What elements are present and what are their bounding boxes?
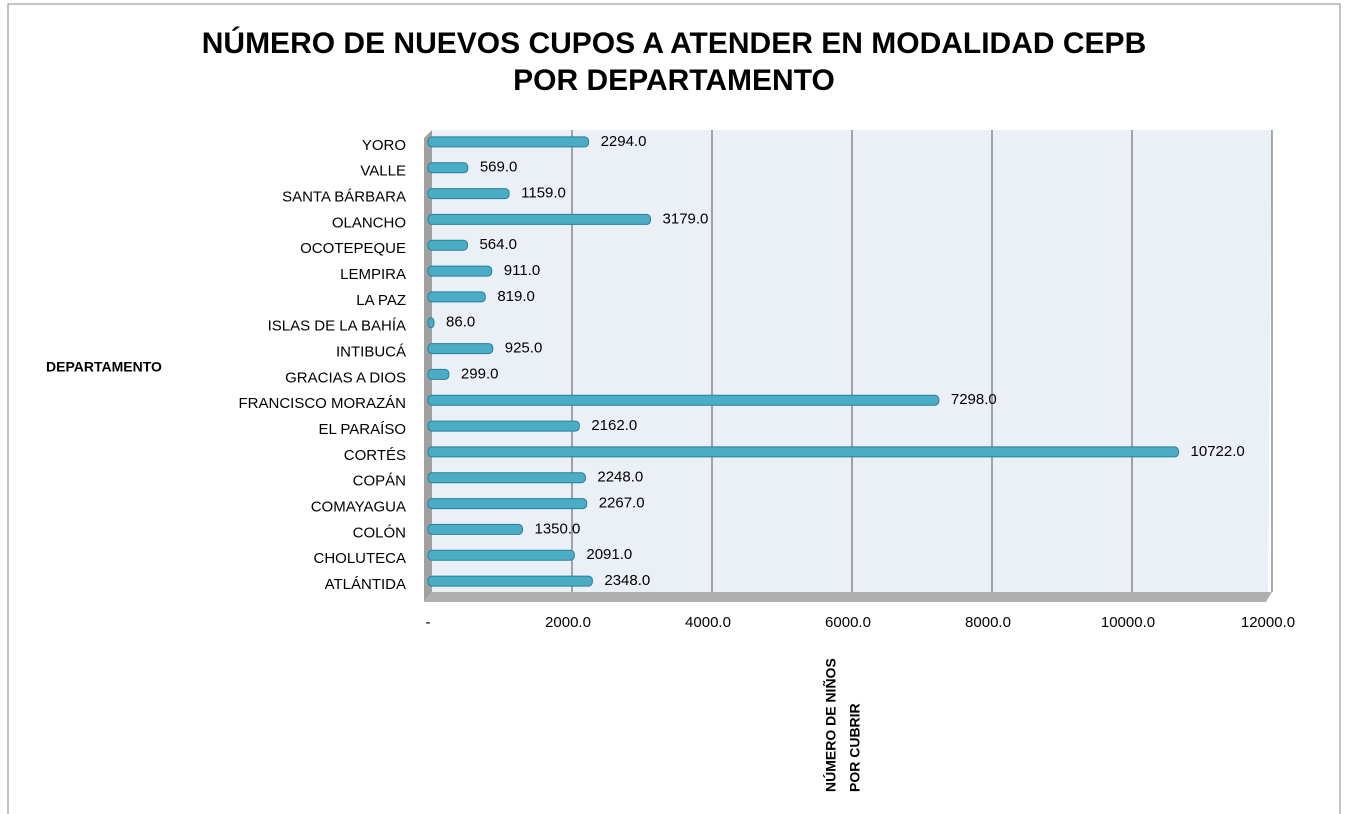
x-tick-label: 8000.0 [965, 614, 1011, 631]
value-label: 2294.0 [601, 133, 647, 150]
bar [427, 162, 469, 174]
x-axis-title: POR CUBRIR [847, 703, 863, 792]
value-label: 3179.0 [663, 210, 709, 227]
y-tick-label: SANTA BÁRBARA [282, 189, 406, 206]
bar [427, 368, 450, 380]
bar [427, 265, 493, 277]
chart-title: POR DEPARTAMENTO [513, 64, 835, 97]
y-tick-label: ISLAS DE LA BAHÍA [268, 318, 406, 335]
value-label: 925.0 [505, 340, 543, 357]
bar [427, 343, 494, 355]
y-tick-label: VALLE [360, 163, 406, 180]
bar [427, 472, 586, 484]
value-label: 2267.0 [599, 495, 645, 512]
bar [427, 575, 593, 587]
bar [427, 498, 588, 510]
value-label: 2091.0 [586, 546, 632, 563]
y-tick-label: LA PAZ [356, 292, 406, 309]
value-label: 564.0 [479, 236, 517, 253]
y-tick-label: FRANCISCO MORAZÁN [238, 395, 406, 412]
bar [427, 420, 580, 432]
floor [424, 592, 1272, 602]
bar [427, 239, 468, 251]
value-label: 299.0 [461, 365, 499, 382]
y-tick-label: OCOTEPEQUE [300, 240, 406, 257]
value-label: 7298.0 [951, 391, 997, 408]
y-tick-label: OLANCHO [332, 214, 406, 231]
y-tick-label: CHOLUTECA [313, 550, 406, 567]
value-label: 10722.0 [1191, 443, 1245, 460]
chart-title: NÚMERO DE NUEVOS CUPOS A ATENDER EN MODA… [202, 26, 1147, 60]
y-tick-label: INTIBUCÁ [336, 344, 406, 361]
y-tick-label: COPÁN [353, 473, 406, 490]
y-tick-label: COLÓN [353, 524, 406, 541]
y-axis-title: DEPARTAMENTO [46, 359, 162, 375]
value-label: 86.0 [446, 314, 475, 331]
y-tick-label: EL PARAÍSO [318, 421, 406, 438]
x-tick-label: 10000.0 [1101, 614, 1155, 631]
bar [427, 394, 940, 406]
value-label: 2162.0 [591, 417, 637, 434]
y-tick-label: CORTÉS [344, 447, 406, 464]
x-tick-label: 2000.0 [545, 614, 591, 631]
y-tick-label: COMAYAGUA [311, 499, 406, 516]
bar [427, 317, 435, 329]
y-tick-label: LEMPIRA [340, 266, 406, 283]
y-tick-label: ATLÁNTIDA [325, 576, 406, 593]
y-tick-label: GRACIAS A DIOS [285, 369, 406, 386]
bar [427, 446, 1180, 458]
bar [427, 188, 510, 200]
value-label: 569.0 [480, 159, 518, 176]
bar [427, 549, 575, 561]
plot-area [424, 130, 1272, 602]
bar [427, 291, 486, 303]
x-tick-label: - [426, 614, 431, 631]
value-label: 911.0 [504, 262, 540, 279]
x-tick-label: 4000.0 [685, 614, 731, 631]
bar [427, 213, 652, 225]
value-label: 1350.0 [535, 520, 581, 537]
bar [427, 523, 523, 535]
x-tick-label: 12000.0 [1241, 614, 1295, 631]
x-axis-title: NÚMERO DE NIÑOS [822, 658, 839, 792]
y-tick-label: YORO [362, 137, 406, 154]
x-tick-label: 6000.0 [825, 614, 871, 631]
value-label: 1159.0 [521, 185, 566, 202]
value-label: 2348.0 [604, 572, 650, 589]
bar [427, 136, 590, 148]
value-label: 819.0 [497, 288, 535, 305]
value-label: 2248.0 [597, 469, 643, 486]
